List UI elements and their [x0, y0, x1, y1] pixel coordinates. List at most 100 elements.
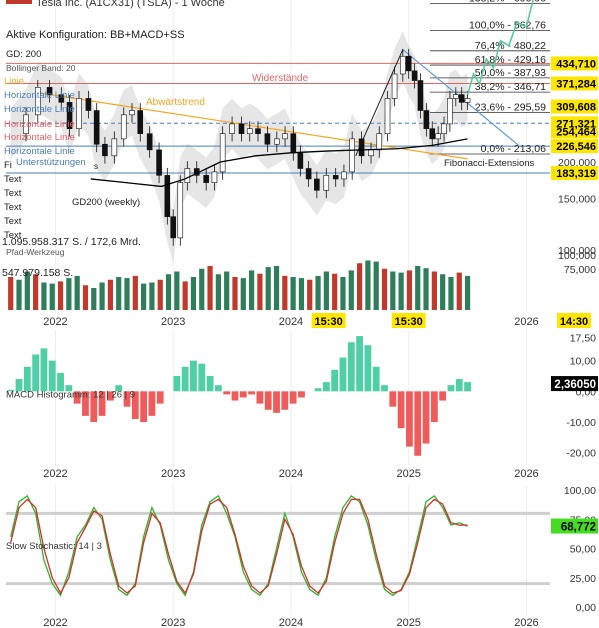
macd-bar: [372, 366, 380, 392]
candle-body: [376, 133, 383, 151]
time-box-label: 15:30: [395, 316, 423, 328]
stoch-d-line: [10, 498, 468, 595]
price-box: [551, 76, 598, 91]
volume-bar: [33, 274, 39, 310]
title-color-swatch: [6, 0, 32, 4]
x-tick-stoch: 2026: [514, 617, 538, 628]
left-drawing-label: Horizontale Linie: [4, 119, 75, 130]
candle-body: [400, 55, 406, 75]
volume-bar: [16, 279, 22, 310]
stoch-y-tick: 25,00: [570, 573, 596, 585]
macd-bar: [98, 391, 106, 416]
macd-bar: [106, 391, 114, 401]
volume-bar: [224, 271, 230, 310]
macd-bar: [140, 391, 148, 423]
macd-bar: [322, 382, 330, 392]
left-drawing-label: Text: [4, 202, 22, 213]
x-tick-macd: 2025: [396, 468, 420, 480]
volume-bar: [348, 270, 354, 310]
candle-body: [290, 133, 297, 154]
macd-bar: [173, 375, 181, 392]
macd-bar: [23, 366, 31, 392]
volume-bar: [91, 288, 97, 310]
volume-bar: [199, 268, 205, 310]
downtrend-line: [37, 92, 468, 160]
bb-label: Bollinger Band: 20: [6, 63, 76, 73]
volume-y-tick: 100,000: [558, 250, 596, 262]
volume-bar: [406, 270, 413, 310]
projection-path: [466, 2, 534, 95]
stoch-value-label: 68,772: [561, 522, 596, 534]
time-box-label: 14:30: [560, 316, 588, 328]
macd-y-tick: -10,00: [566, 417, 596, 429]
macd-bar: [256, 391, 264, 404]
price-box: [551, 124, 598, 139]
gd200-line: [90, 138, 468, 188]
left-drawing-label: Horizontale Linie: [4, 132, 75, 143]
fib-ext-annotation: Fibonacci-Extensions: [444, 158, 535, 169]
x-tick-stoch: 2025: [396, 617, 420, 628]
macd-bar: [15, 379, 23, 392]
left-drawing-label: Text: [4, 230, 22, 241]
x-tick-main: 2026: [514, 316, 538, 328]
fib-level-label: 0,0% - 213,06: [481, 143, 547, 155]
volume-bar: [240, 278, 246, 310]
volume-bar: [257, 273, 263, 310]
volume-bar: [365, 260, 371, 310]
macd-bar: [264, 391, 272, 410]
macd-value-label: 2,36050: [554, 379, 596, 391]
stoch-level: [6, 511, 550, 515]
volume-bar: [132, 275, 138, 310]
macd-bar: [273, 391, 280, 413]
stoch-value-box: [551, 518, 598, 534]
macd-bar: [422, 391, 430, 444]
candle-body: [341, 171, 347, 180]
time-box: [391, 313, 426, 328]
price-box: [551, 166, 598, 181]
candle-body: [23, 114, 29, 134]
fib-level-label: 138,2% - 696,96: [469, 0, 546, 5]
candle-body: [93, 110, 100, 145]
macd-y-tick: -20,00: [566, 448, 596, 460]
x-tick-stoch: 2022: [43, 617, 67, 628]
volume-bar: [57, 281, 64, 310]
macd-bar: [455, 379, 463, 392]
volume-bar: [249, 270, 255, 310]
left-drawing-label: Horizontale Linie: [4, 146, 75, 157]
stoch-y-tick: 50,00: [570, 544, 596, 556]
macd-bar: [7, 389, 15, 392]
candle-body: [349, 138, 355, 173]
time-box-label: 15:30: [315, 316, 343, 328]
macd-bar: [156, 391, 164, 404]
x-tick-main: 2023: [161, 316, 185, 328]
price-box-label: 226,546: [556, 141, 596, 153]
macd-bar: [231, 391, 239, 401]
macd-bar: [464, 382, 471, 392]
x-tick-main: 2022: [43, 316, 67, 328]
x-tick-macd: 2023: [161, 468, 185, 480]
volume-bar: [282, 275, 288, 310]
candle-body: [66, 102, 73, 129]
volume-bar: [99, 282, 105, 310]
x-tick-stoch: 2023: [161, 617, 185, 628]
time-box: [311, 313, 346, 328]
x-tick-macd: 2024: [279, 468, 303, 480]
candle-body: [170, 216, 177, 239]
candle-body: [102, 143, 108, 157]
left-drawing-label: Horizontale Linie: [4, 90, 75, 101]
volume-y-tick: 75,000: [564, 264, 596, 276]
candle-body: [34, 87, 41, 116]
volume-bar: [41, 282, 47, 310]
macd-bar: [57, 372, 64, 392]
volume-bar: [373, 261, 379, 310]
macd-bar: [73, 391, 81, 404]
left-drawing-label: Horizontale Linie: [4, 104, 75, 115]
volume-bar: [141, 283, 147, 310]
volume-bar: [215, 274, 221, 310]
candle-body: [274, 138, 280, 145]
resistance-annotation: Widerstände: [252, 73, 309, 84]
macd-bar: [198, 363, 206, 392]
candle-body: [405, 55, 412, 72]
candle-body: [219, 133, 226, 173]
volume-bar: [298, 278, 305, 310]
